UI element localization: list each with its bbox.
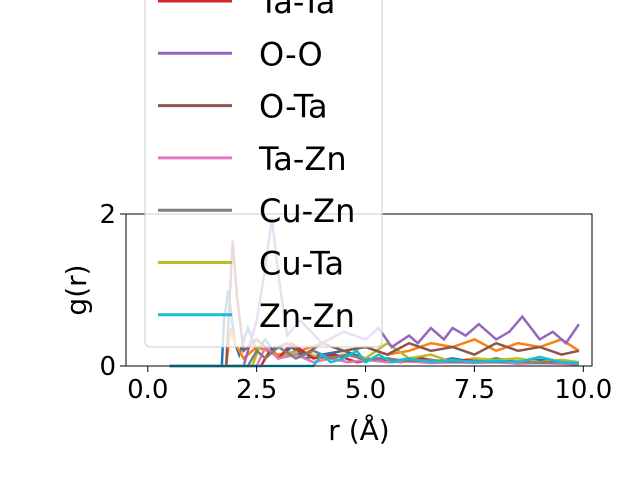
x-tick-label: 10.0 bbox=[554, 375, 612, 405]
legend-label-cu-ta: Cu-Ta bbox=[259, 245, 344, 283]
x-axis-label: r (Å) bbox=[328, 413, 389, 447]
y-tick-label: 0 bbox=[99, 352, 116, 382]
y-axis-label: g(r) bbox=[60, 264, 93, 315]
series-line-zn-zn bbox=[169, 349, 579, 368]
legend-box bbox=[144, 0, 383, 348]
y-axis-ticks: 02 bbox=[99, 200, 126, 382]
x-tick-label: 0.0 bbox=[127, 375, 168, 405]
x-tick-label: 5.0 bbox=[345, 375, 386, 405]
legend-label-ta-ta: Ta-Ta bbox=[258, 0, 335, 21]
legend: Ta-Ta O-O O-Ta Ta-Zn Cu-Zn Cu-Ta Zn-Zn bbox=[144, 0, 383, 348]
legend-label-ta-zn: Ta-Zn bbox=[258, 140, 347, 178]
y-tick-label: 2 bbox=[99, 200, 116, 230]
x-tick-label: 2.5 bbox=[236, 375, 277, 405]
legend-label-cu-zn: Cu-Zn bbox=[259, 192, 355, 230]
legend-label-o-ta: O-Ta bbox=[259, 88, 328, 126]
legend-label-zn-zn: Zn-Zn bbox=[259, 297, 355, 335]
x-axis-ticks: 0.0 2.5 5.0 7.5 10.0 bbox=[127, 366, 612, 405]
series-line-ta-zn bbox=[169, 344, 579, 368]
legend-label-o-o: O-O bbox=[259, 35, 323, 73]
x-tick-label: 7.5 bbox=[454, 375, 495, 405]
